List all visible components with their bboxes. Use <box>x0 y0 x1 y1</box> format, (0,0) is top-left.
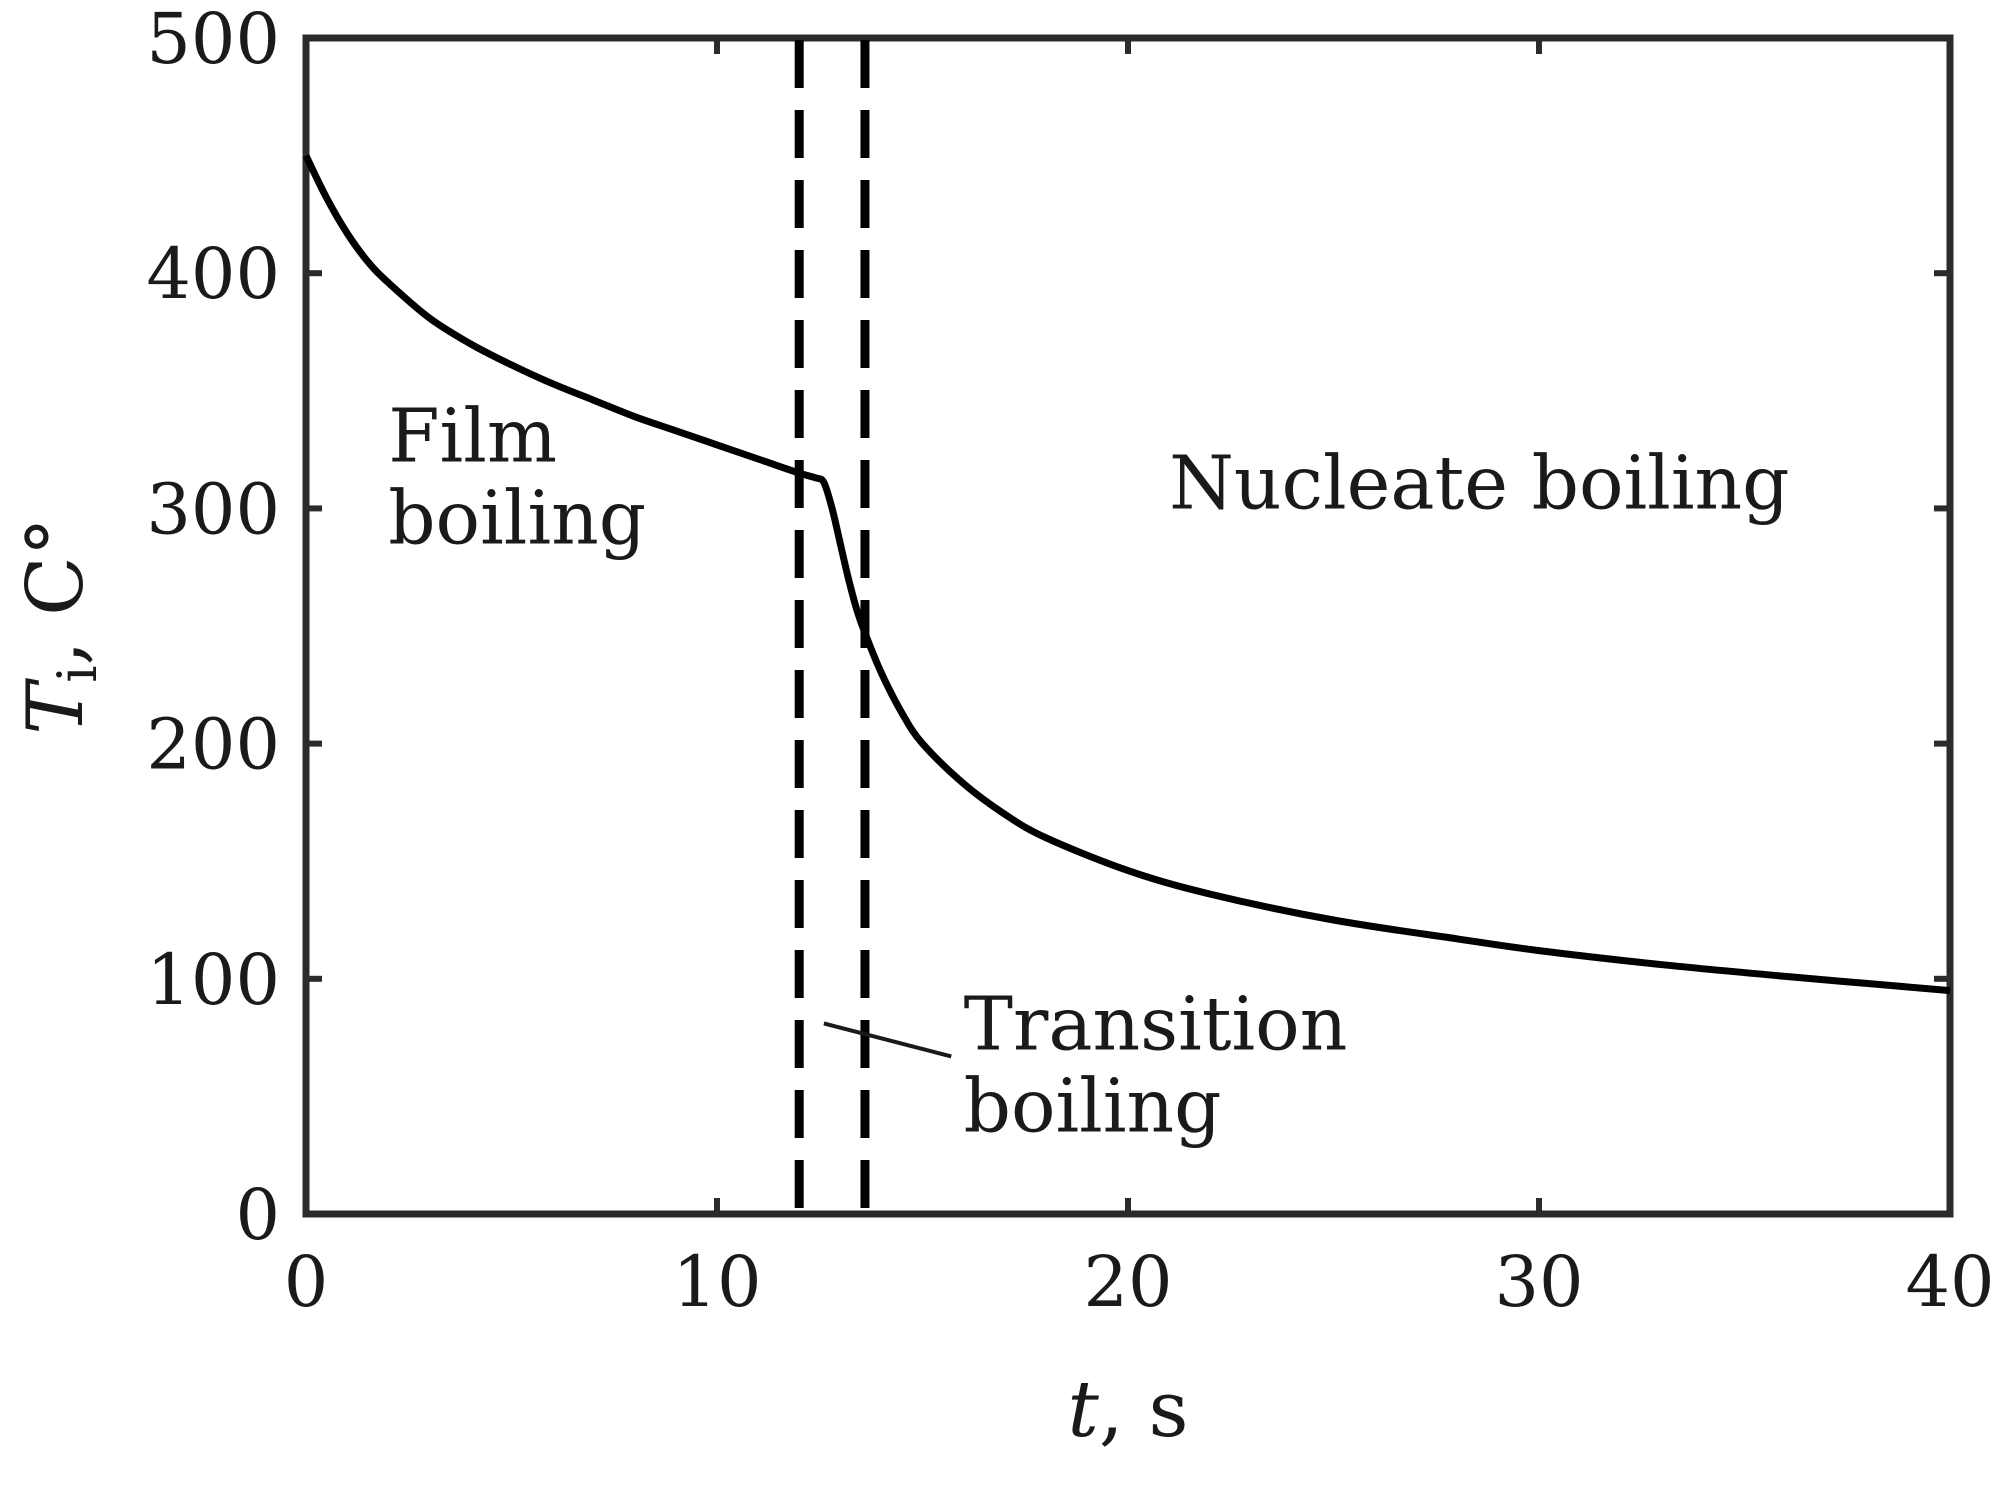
y-axis-unit: , C° <box>11 517 101 665</box>
y-axis-subscript: i <box>46 665 109 682</box>
x-tick-label: 30 <box>1494 1241 1583 1323</box>
y-tick-label: 400 <box>146 233 280 315</box>
x-tick-label: 20 <box>1083 1241 1172 1323</box>
y-tick-label: 500 <box>146 0 280 80</box>
annotation-pointer <box>823 1021 952 1059</box>
annotation-line: Film <box>388 393 557 479</box>
regime-annotation: Transition boiling <box>964 981 1348 1149</box>
regime-annotation: Film boiling <box>388 393 646 561</box>
y-tick-label: 100 <box>146 939 280 1021</box>
regime-annotation: Nucleate boiling <box>1169 440 1789 526</box>
series-layer <box>302 154 1951 995</box>
temperature-curve <box>302 154 1951 995</box>
annotation-line: Transition <box>964 981 1348 1067</box>
regime-boundaries <box>794 40 870 1214</box>
annotation-line: Nucleate boiling <box>1169 440 1789 526</box>
x-axis-variable: t <box>1068 1365 1100 1455</box>
y-tick-label: 300 <box>146 468 280 550</box>
y-tick-label: 200 <box>146 704 280 786</box>
annotation-line: boiling <box>964 1063 1222 1149</box>
y-axis-label: Ti, C° <box>11 517 109 735</box>
y-axis-variable: T <box>11 678 101 735</box>
x-axis-unit: , s <box>1099 1365 1189 1455</box>
x-tick-label: 40 <box>1905 1241 1994 1323</box>
x-tick-label: 0 <box>284 1241 329 1323</box>
annotation-line: boiling <box>388 475 646 561</box>
x-tick-label: 10 <box>672 1241 761 1323</box>
y-tick-label: 0 <box>235 1174 280 1256</box>
x-axis-label: t, s <box>1068 1365 1189 1455</box>
